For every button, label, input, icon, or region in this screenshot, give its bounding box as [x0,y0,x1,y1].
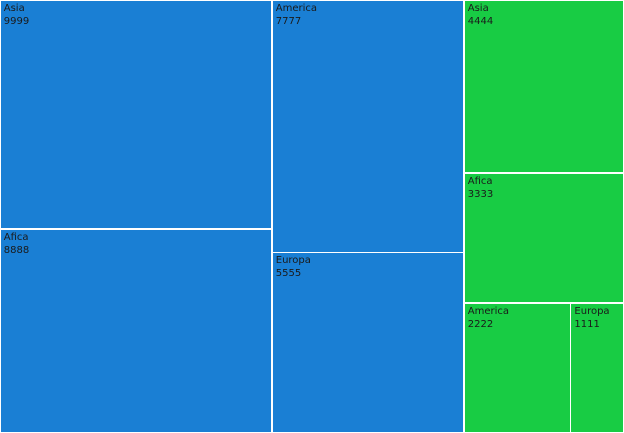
tile-value: 9999 [3,15,30,27]
tile-label: Europa [574,305,610,317]
tile-label: America [467,305,509,317]
tile-group2-america: America 2222 [464,303,570,433]
tile-label: Afica [467,175,493,187]
tile-value: 4444 [467,15,494,27]
tile-label: Europa [275,255,311,267]
tile-value: 1111 [574,318,600,330]
tile-group2-afica: Afica 3333 [464,173,624,303]
tile-group1-asia: Asia 9999 [0,0,272,229]
tile-value: 8888 [3,244,30,256]
tile-group1-europa: Europa 5555 [272,253,464,433]
tile-value: 5555 [275,268,302,280]
tile-label: America [275,2,317,14]
tile-group2-asia: Asia 4444 [464,0,624,173]
tile-value: 2222 [467,318,494,330]
tile-label: Asia [3,2,25,14]
tile-group2-europa: Europa 1111 [571,303,624,433]
tile-value: 7777 [275,15,302,27]
tile-group1-afica: Afica 8888 [0,229,272,433]
tile-value: 3333 [467,188,494,200]
tile-label: Afica [3,231,29,243]
tile-label: Asia [467,2,489,14]
tile-group1-america: America 7777 [272,0,464,252]
